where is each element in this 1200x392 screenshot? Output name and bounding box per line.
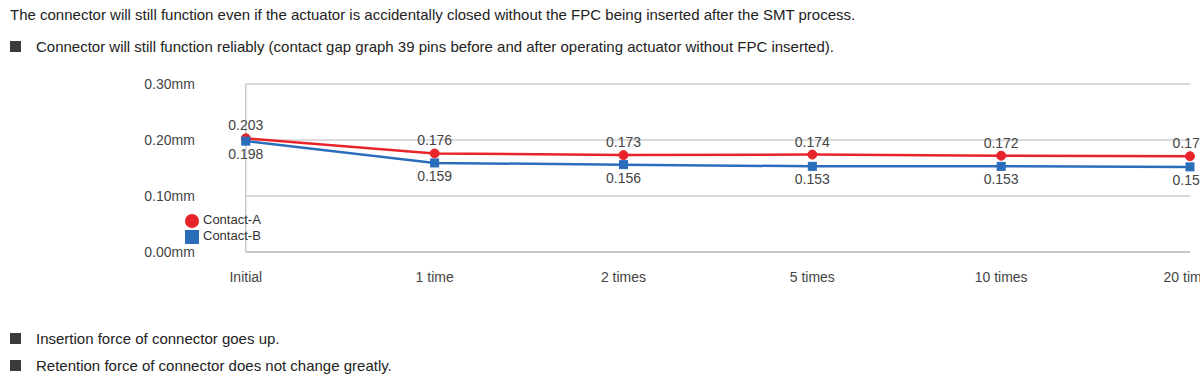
svg-text:0.153: 0.153 [984, 171, 1019, 187]
svg-text:0.174: 0.174 [795, 134, 830, 150]
svg-text:0.153: 0.153 [795, 171, 830, 187]
html-text:Retention force of connector d: Retention force of connector does not ch… [36, 357, 392, 374]
svg-text:0.198: 0.198 [228, 146, 263, 162]
svg-text:0.173: 0.173 [606, 134, 641, 150]
html-text:Contact-B: Contact-B [203, 228, 261, 243]
svg-text:1 time: 1 time [416, 269, 454, 284]
svg-text:0.152: 0.152 [1172, 172, 1192, 188]
svg-text:Initial: Initial [229, 269, 262, 284]
svg-text:0.30mm: 0.30mm [144, 76, 195, 92]
svg-text:0.10mm: 0.10mm [144, 188, 195, 204]
html-text:The connector will still funct: The connector will still function even i… [10, 6, 856, 23]
svg-text:0.20mm: 0.20mm [144, 132, 195, 148]
svg-text:0.171: 0.171 [1172, 135, 1192, 151]
svg-text:2 times: 2 times [601, 269, 646, 284]
html-text:Insertion force of connector g: Insertion force of connector goes up. [36, 330, 280, 347]
svg-text:10 times: 10 times [975, 269, 1028, 284]
svg-text:0.159: 0.159 [417, 168, 452, 184]
svg-text:20 times: 20 times [1164, 269, 1192, 284]
svg-text:0.176: 0.176 [417, 132, 452, 148]
svg-text:0.156: 0.156 [606, 170, 641, 186]
svg-text:0.172: 0.172 [984, 135, 1019, 151]
html-text:Connector will still function: Connector will still function reliably (… [36, 38, 834, 55]
svg-text:0.00mm: 0.00mm [144, 244, 195, 260]
html-text:Contact-A: Contact-A [203, 212, 261, 227]
svg-text:0.203: 0.203 [228, 117, 263, 133]
svg-text:5 times: 5 times [790, 269, 835, 284]
